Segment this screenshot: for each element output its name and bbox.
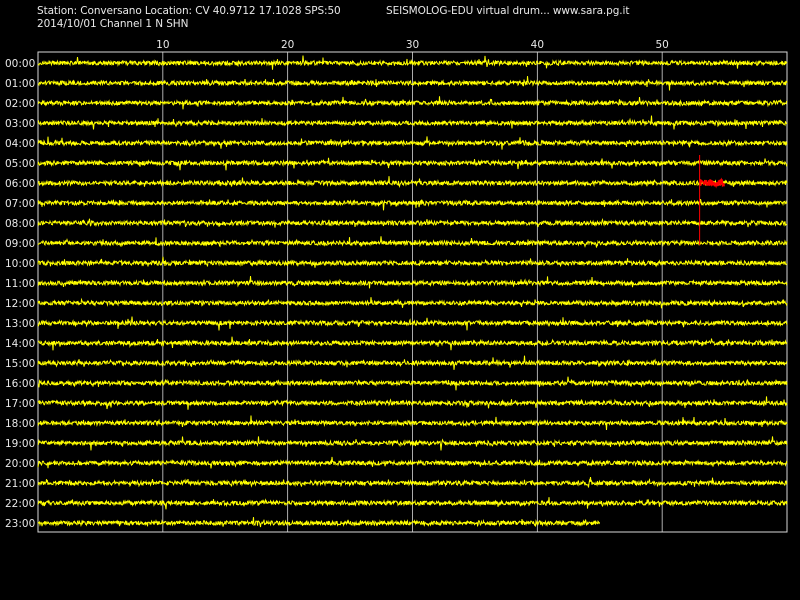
trace-row <box>37 55 788 70</box>
date-channel-info: 2014/10/01 Channel 1 N SHN <box>37 18 189 30</box>
trace-row <box>37 456 788 469</box>
row-label: 01:00 <box>5 78 35 90</box>
trace-row <box>38 376 788 391</box>
x-tick-label: 40 <box>531 39 544 51</box>
trace-row <box>37 136 788 150</box>
row-label: 11:00 <box>5 278 35 290</box>
row-label: 00:00 <box>5 58 35 70</box>
row-label: 16:00 <box>5 378 35 390</box>
trace-row <box>37 355 788 370</box>
trace-row <box>37 477 788 488</box>
row-label: 04:00 <box>5 138 35 150</box>
row-label: 23:00 <box>5 518 35 530</box>
trace-row <box>37 297 788 309</box>
trace-row <box>37 157 788 171</box>
row-label: 13:00 <box>5 318 35 330</box>
trace-row <box>37 96 788 110</box>
trace-row <box>37 115 788 130</box>
row-label: 09:00 <box>5 238 35 250</box>
row-label: 21:00 <box>5 478 35 490</box>
row-label: 17:00 <box>5 398 35 410</box>
trace-row <box>37 217 788 228</box>
row-label: 22:00 <box>5 498 35 510</box>
row-label: 05:00 <box>5 158 35 170</box>
x-tick-label: 50 <box>655 39 668 51</box>
trace-row <box>37 316 788 331</box>
station-info: Station: Conversano Location: CV 40.9712… <box>37 5 341 17</box>
row-label: 02:00 <box>5 98 35 110</box>
row-label: 20:00 <box>5 458 35 470</box>
trace-row <box>37 276 788 289</box>
trace-row <box>37 415 788 431</box>
row-label: 10:00 <box>5 258 35 270</box>
x-tick-label: 30 <box>406 39 419 51</box>
trace-row <box>37 256 788 268</box>
row-label: 15:00 <box>5 358 35 370</box>
row-label: 03:00 <box>5 118 35 130</box>
row-label: 12:00 <box>5 298 35 310</box>
trace-row <box>37 517 600 528</box>
trace-row <box>37 336 788 351</box>
trace-row <box>37 497 788 510</box>
row-label: 06:00 <box>5 178 35 190</box>
trace-row <box>37 436 788 451</box>
trace-row <box>37 176 788 189</box>
trace-row <box>38 76 788 91</box>
row-label: 08:00 <box>5 218 35 230</box>
trace-row <box>37 396 788 410</box>
x-tick-label: 20 <box>281 39 294 51</box>
row-label: 14:00 <box>5 338 35 350</box>
program-info: SEISMOLOG-EDU virtual drum... www.sara.p… <box>386 5 630 17</box>
event-trace <box>698 177 725 189</box>
row-label: 07:00 <box>5 198 35 210</box>
row-label: 18:00 <box>5 418 35 430</box>
trace-row <box>37 236 788 248</box>
x-tick-label: 10 <box>156 39 169 51</box>
row-label: 19:00 <box>5 438 35 450</box>
trace-row <box>37 198 788 211</box>
